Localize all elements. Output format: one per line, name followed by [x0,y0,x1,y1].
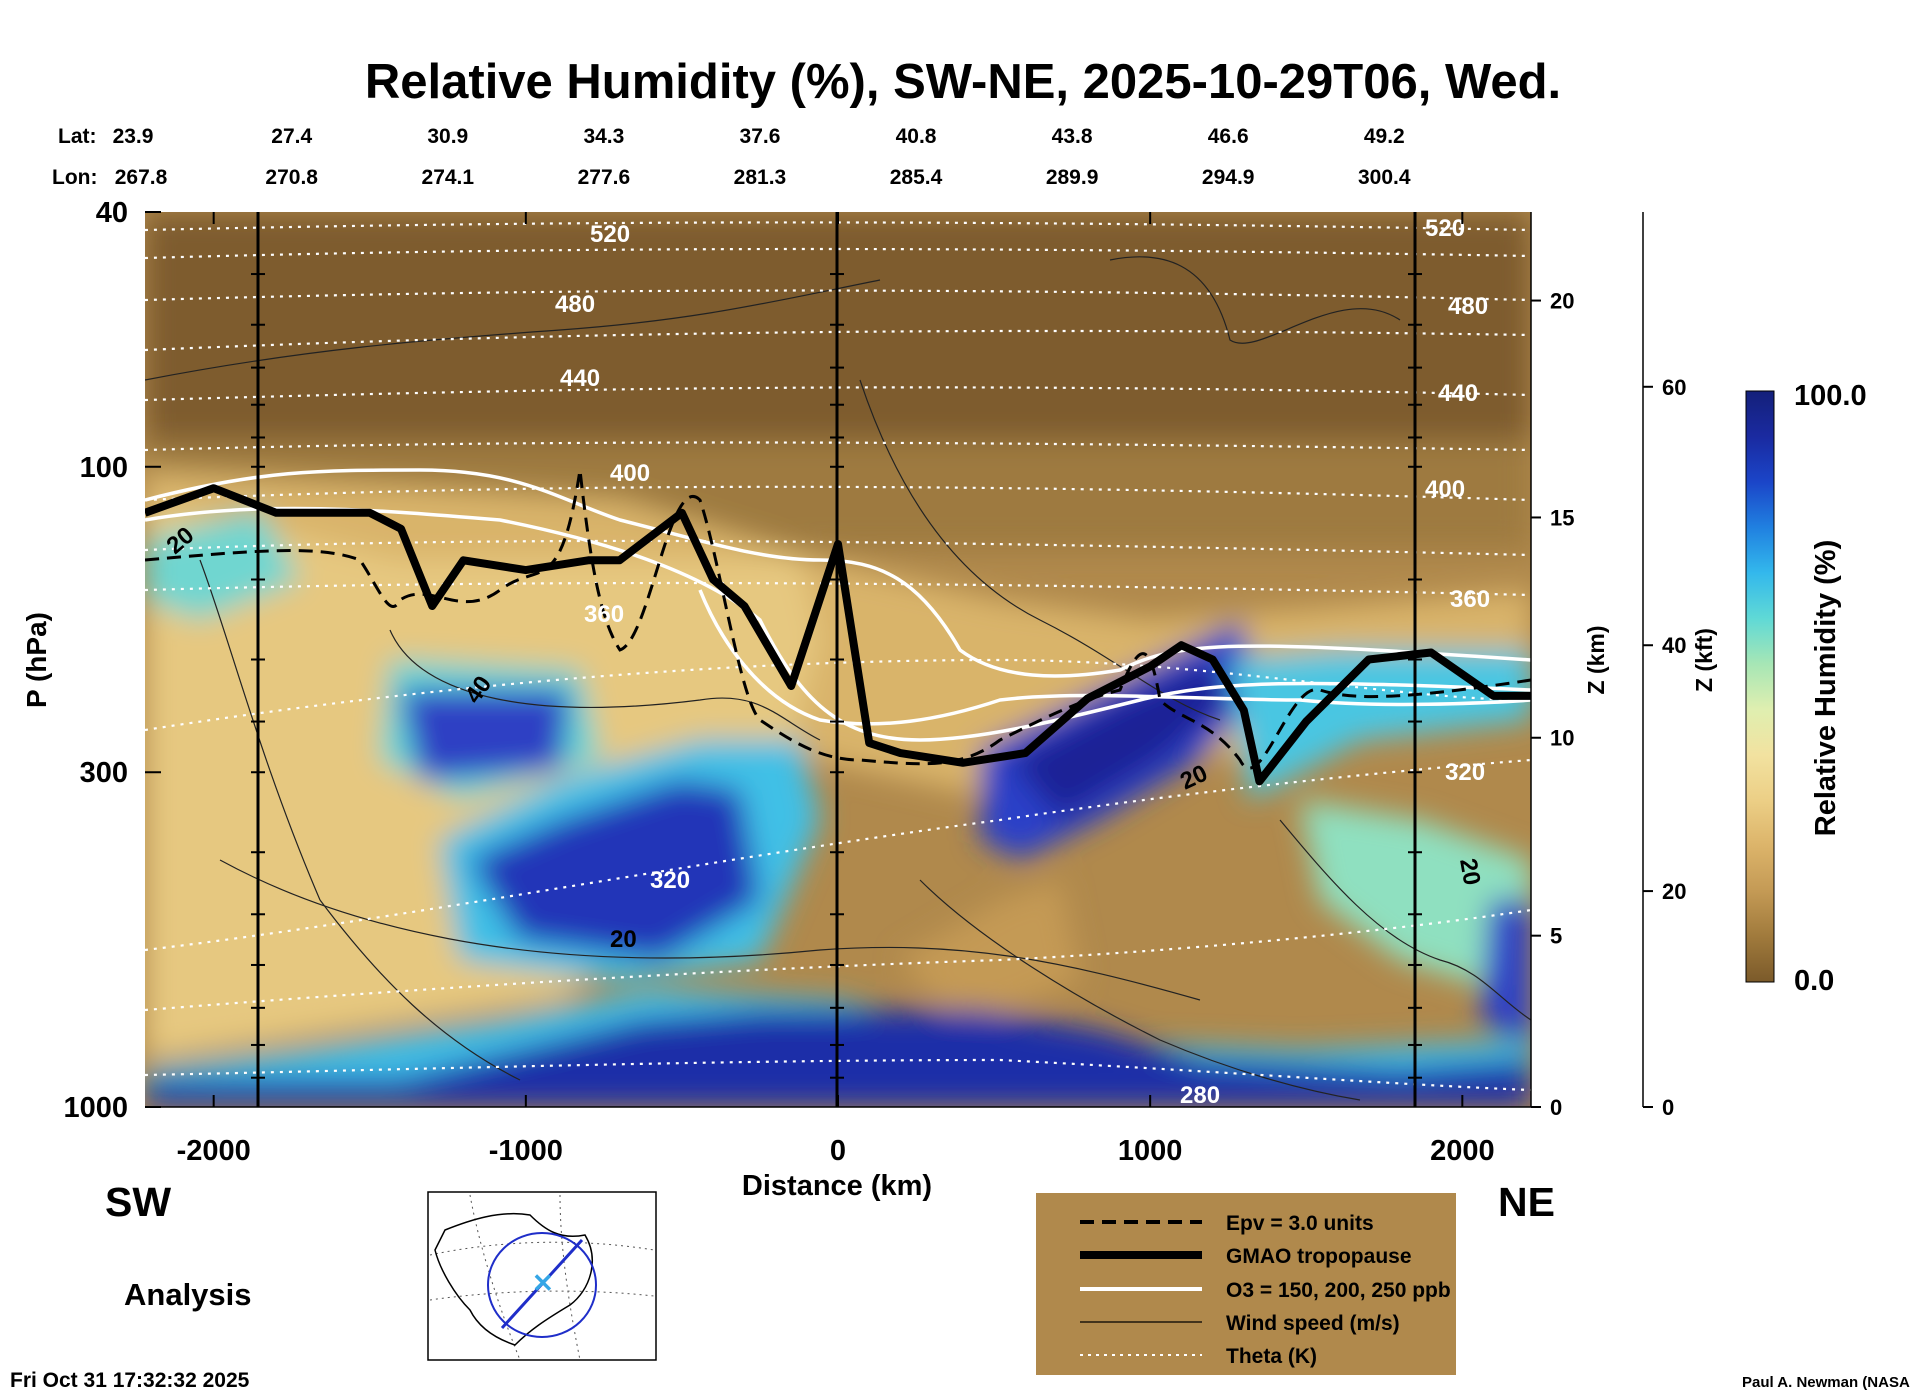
legend-label-wind: Wind speed (m/s) [1226,1312,1400,1335]
legend-label-tropopause: GMAO tropopause [1226,1245,1412,1268]
x-tick-label: -2000 [177,1135,251,1167]
y-tick-label: 100 [80,452,128,484]
theta-label-320: 320 [650,867,690,894]
lat-value: 46.6 [1208,125,1249,148]
chart-title: Relative Humidity (%), SW-NE, 2025-10-29… [365,55,1561,109]
svg-text:✕: ✕ [532,1268,554,1298]
lon-value: 300.4 [1358,166,1411,189]
epv-contour [145,469,1531,770]
z-km-tick-label: 5 [1550,924,1562,949]
x-axis-label: Distance (km) [742,1170,932,1202]
lat-value: 23.9 [113,125,154,148]
colorbar-label: Relative Humidity (%) [1810,540,1842,837]
lon-value: 281.3 [734,166,787,189]
colorbar-min-label: 0.0 [1794,965,1834,997]
legend: Epv = 3.0 units GMAO tropopause O3 = 150… [1036,1193,1456,1375]
lat-value: 49.2 [1364,125,1405,148]
lon-value: 289.9 [1046,166,1099,189]
x-tick-label: 1000 [1118,1135,1183,1167]
z-km-tick-label: 10 [1550,726,1574,751]
legend-label-theta: Theta (K) [1226,1345,1317,1368]
theta-label-400-right: 400 [1425,476,1465,503]
theta-label-440-right: 440 [1438,380,1478,407]
theta-label-400: 400 [610,460,650,487]
lat-label: Lat: [58,125,97,148]
lon-value: 270.8 [265,166,318,189]
tropopause-line [145,484,1531,786]
lat-value: 37.6 [740,125,781,148]
y-tick-label: 300 [80,757,128,789]
lat-value: 30.9 [427,125,468,148]
theta-label-360-right: 360 [1450,586,1490,613]
theta-label-520: 520 [590,221,630,248]
theta-label-480-right: 480 [1448,293,1488,320]
colorbar [1745,390,1775,983]
lon-label: Lon: [52,166,97,189]
lon-value: 274.1 [422,166,475,189]
wind-speed-contours [145,256,1531,1101]
theta-label-440: 440 [560,365,600,392]
z-km-tick-label: 15 [1550,505,1574,530]
y-tick-label: 1000 [63,1092,128,1124]
timestamp: Fri Oct 31 17:32:32 2025 [10,1369,250,1392]
theta-label-360: 360 [584,601,624,628]
lon-value: 267.8 [115,166,168,189]
lon-value: 285.4 [890,166,943,189]
inset-map: ✕ [427,1191,657,1361]
x-tick-label: -1000 [489,1135,563,1167]
z-kft-tick-label: 60 [1662,375,1686,400]
theta-label-520-right: 520 [1425,215,1465,242]
y-tick-label: 40 [96,197,128,229]
x-tick-label: 2000 [1430,1135,1495,1167]
ne-end-label: NE [1498,1179,1555,1225]
z-kft-axis-label: Z (kft) [1691,628,1717,692]
theta-contours [145,221,1531,1092]
theta-label-280: 280 [1180,1082,1220,1109]
analysis-label: Analysis [124,1277,252,1312]
sw-end-label: SW [105,1179,171,1225]
colorbar-max-label: 100.0 [1794,380,1867,412]
z-km-tick-label: 0 [1550,1095,1562,1120]
lat-value: 34.3 [583,125,624,148]
legend-label-ozone: O3 = 150, 200, 250 ppb [1226,1279,1451,1302]
z-kft-tick-label: 20 [1662,879,1686,904]
z-kft-tick-label: 0 [1662,1095,1674,1120]
wind-label-20-b: 20 [610,926,637,953]
credit: Paul A. Newman (NASA [1742,1374,1910,1391]
z-km-axis-label: Z (km) [1583,626,1609,695]
x-tick-label: 0 [830,1135,846,1167]
z-km-tick-label: 20 [1550,289,1574,314]
legend-label-epv: Epv = 3.0 units [1226,1212,1374,1235]
lon-value: 277.6 [578,166,631,189]
lat-value: 27.4 [271,125,312,148]
marker-ticks [251,273,1422,1079]
ozone-contours [145,468,1531,742]
z-kft-tick-label: 40 [1662,633,1686,658]
theta-label-320-right: 320 [1445,759,1485,786]
wind-label-20-d: 20 [1454,856,1485,887]
lat-value: 40.8 [896,125,937,148]
lon-value: 294.9 [1202,166,1255,189]
lat-value: 43.8 [1052,125,1093,148]
y-axis-label: P (hPa) [21,612,52,708]
theta-label-480: 480 [555,291,595,318]
